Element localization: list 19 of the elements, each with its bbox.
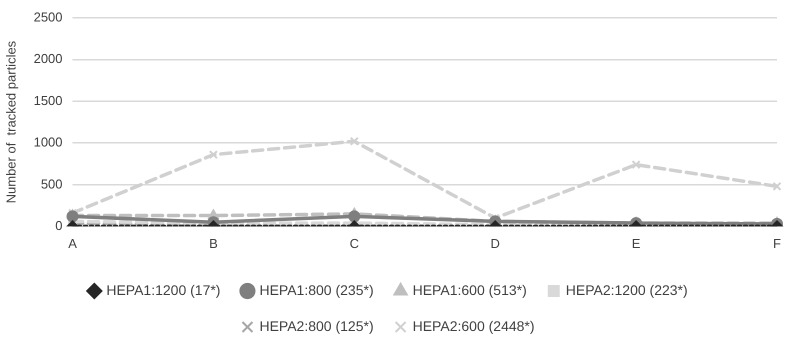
legend-label: HEPA1:800 (235*): [259, 282, 374, 298]
y-tick-label: 1500: [34, 92, 63, 108]
legend-label: HEPA1:1200 (17*): [106, 282, 220, 298]
x-tick-label: C: [350, 236, 360, 251]
legend-label: HEPA1:600 (513*): [412, 282, 527, 298]
x-tick-label: D: [490, 236, 500, 251]
x-tick-label: A: [68, 236, 78, 251]
legend-label: HEPA2:1200 (223*): [566, 282, 688, 298]
y-tick-label: 500: [40, 176, 63, 192]
legend-label: HEPA2:800 (125*): [259, 318, 374, 334]
x-tick-label: E: [632, 236, 641, 251]
y-tick-label: 0: [55, 218, 63, 233]
y-tick-label: 2000: [34, 51, 63, 66]
legend-label: HEPA2:600 (2448*): [412, 318, 535, 334]
x-tick-label: F: [773, 236, 782, 251]
y-tick-label: 2500: [34, 9, 63, 24]
y-axis-title: Number of tracked particles: [3, 40, 18, 204]
x-tick-label: B: [209, 236, 218, 251]
y-tick-label: 1000: [34, 134, 63, 150]
